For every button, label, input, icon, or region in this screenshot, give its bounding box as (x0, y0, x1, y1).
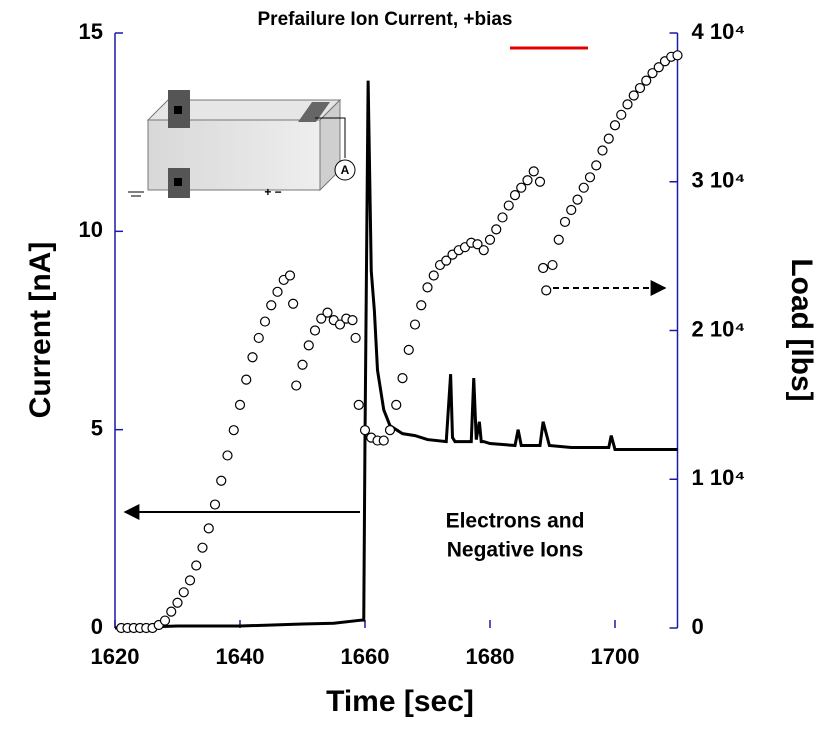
y-tick-label: 0 (91, 614, 103, 639)
load-marker (359, 425, 371, 436)
load-marker (509, 190, 521, 201)
load-marker (472, 239, 483, 250)
load-marker (547, 259, 558, 271)
y2-tick-label: 0 (692, 614, 704, 639)
load-marker (516, 182, 527, 193)
y2-tick-label: 3 10⁴ (692, 168, 746, 193)
load-marker (622, 99, 633, 110)
load-marker (191, 560, 202, 571)
load-marker (528, 166, 539, 177)
load-marker (641, 75, 652, 86)
load-marker (497, 212, 508, 223)
load-marker (172, 597, 183, 608)
y2-tick-label: 4 10⁴ (692, 19, 746, 44)
load-marker (322, 307, 333, 318)
load-marker (350, 332, 361, 344)
y2-tick-label: 1 10⁴ (692, 465, 746, 490)
load-marker (541, 285, 552, 296)
load-marker (309, 325, 321, 336)
load-marker (247, 352, 258, 363)
current-line (114, 80, 678, 630)
load-marker (578, 182, 589, 193)
load-marker (478, 245, 489, 256)
annotation: Electrons and (446, 510, 585, 533)
load-marker (603, 133, 614, 144)
load-marker (166, 606, 177, 617)
load-marker (653, 62, 664, 73)
load-marker (538, 262, 549, 274)
load-marker (184, 575, 196, 586)
load-marker (197, 542, 208, 553)
inset-diagram (128, 90, 356, 198)
load-marker (422, 282, 433, 293)
load-marker (559, 216, 571, 228)
load-marker (266, 300, 277, 311)
load-marker (441, 255, 452, 266)
load-marker (553, 234, 564, 245)
load-marker (159, 615, 171, 626)
chart-title: Prefailure Ion Current, +bias (258, 9, 513, 30)
y-axis-title: Current [nA] (24, 242, 57, 419)
load-marker (416, 300, 427, 311)
load-marker (297, 359, 308, 370)
load-marker (178, 587, 189, 598)
load-marker (391, 399, 402, 410)
inset-label: + − (264, 185, 281, 199)
load-marker (409, 319, 421, 330)
y2-axis-title: Load [lbs] (785, 258, 818, 401)
load-marker (384, 425, 396, 436)
load-marker (353, 399, 364, 410)
y-tick-label: 15 (79, 19, 103, 44)
load-marker (216, 475, 227, 486)
load-marker (522, 175, 533, 186)
x-axis-title: Time [sec] (326, 685, 474, 718)
load-marker (616, 109, 627, 120)
load-marker (334, 319, 346, 330)
x-tick-label: 1620 (91, 644, 140, 669)
load-marker (647, 68, 658, 79)
y2-tick-label: 2 10⁴ (692, 316, 746, 341)
load-marker (634, 82, 646, 94)
load-marker (259, 316, 271, 327)
inset-label: A (341, 163, 350, 177)
load-marker (203, 523, 214, 534)
load-marker (628, 90, 639, 101)
load-marker (597, 145, 608, 156)
load-marker (566, 204, 577, 216)
load-marker (288, 298, 299, 309)
load-marker (228, 425, 239, 436)
load-marker (303, 340, 314, 351)
load-marker (672, 50, 683, 61)
load-marker (591, 160, 602, 171)
x-tick-label: 1680 (466, 644, 515, 669)
x-tick-label: 1640 (216, 644, 265, 669)
load-marker (584, 172, 596, 183)
load-marker (272, 286, 283, 297)
load-marker (572, 194, 583, 205)
load-marker (484, 234, 496, 245)
load-marker (316, 313, 327, 324)
load-marker (491, 224, 502, 235)
load-marker (534, 176, 546, 187)
annotation: Negative Ions (447, 539, 584, 562)
y-tick-label: 5 (91, 415, 103, 440)
load-marker (291, 380, 302, 391)
load-marker (284, 270, 296, 281)
load-marker (609, 120, 621, 131)
x-tick-label: 1700 (591, 644, 640, 669)
load-marker (234, 399, 246, 410)
load-marker (428, 270, 439, 281)
x-tick-label: 1660 (341, 644, 390, 669)
y-tick-label: 10 (79, 217, 103, 242)
load-marker (503, 200, 514, 211)
load-marker (403, 344, 414, 355)
load-marker (241, 374, 252, 385)
load-marker (397, 373, 408, 384)
load-marker (347, 314, 358, 326)
load-marker (378, 435, 389, 446)
load-marker (253, 332, 264, 344)
load-marker (222, 450, 233, 461)
load-marker (209, 499, 221, 510)
